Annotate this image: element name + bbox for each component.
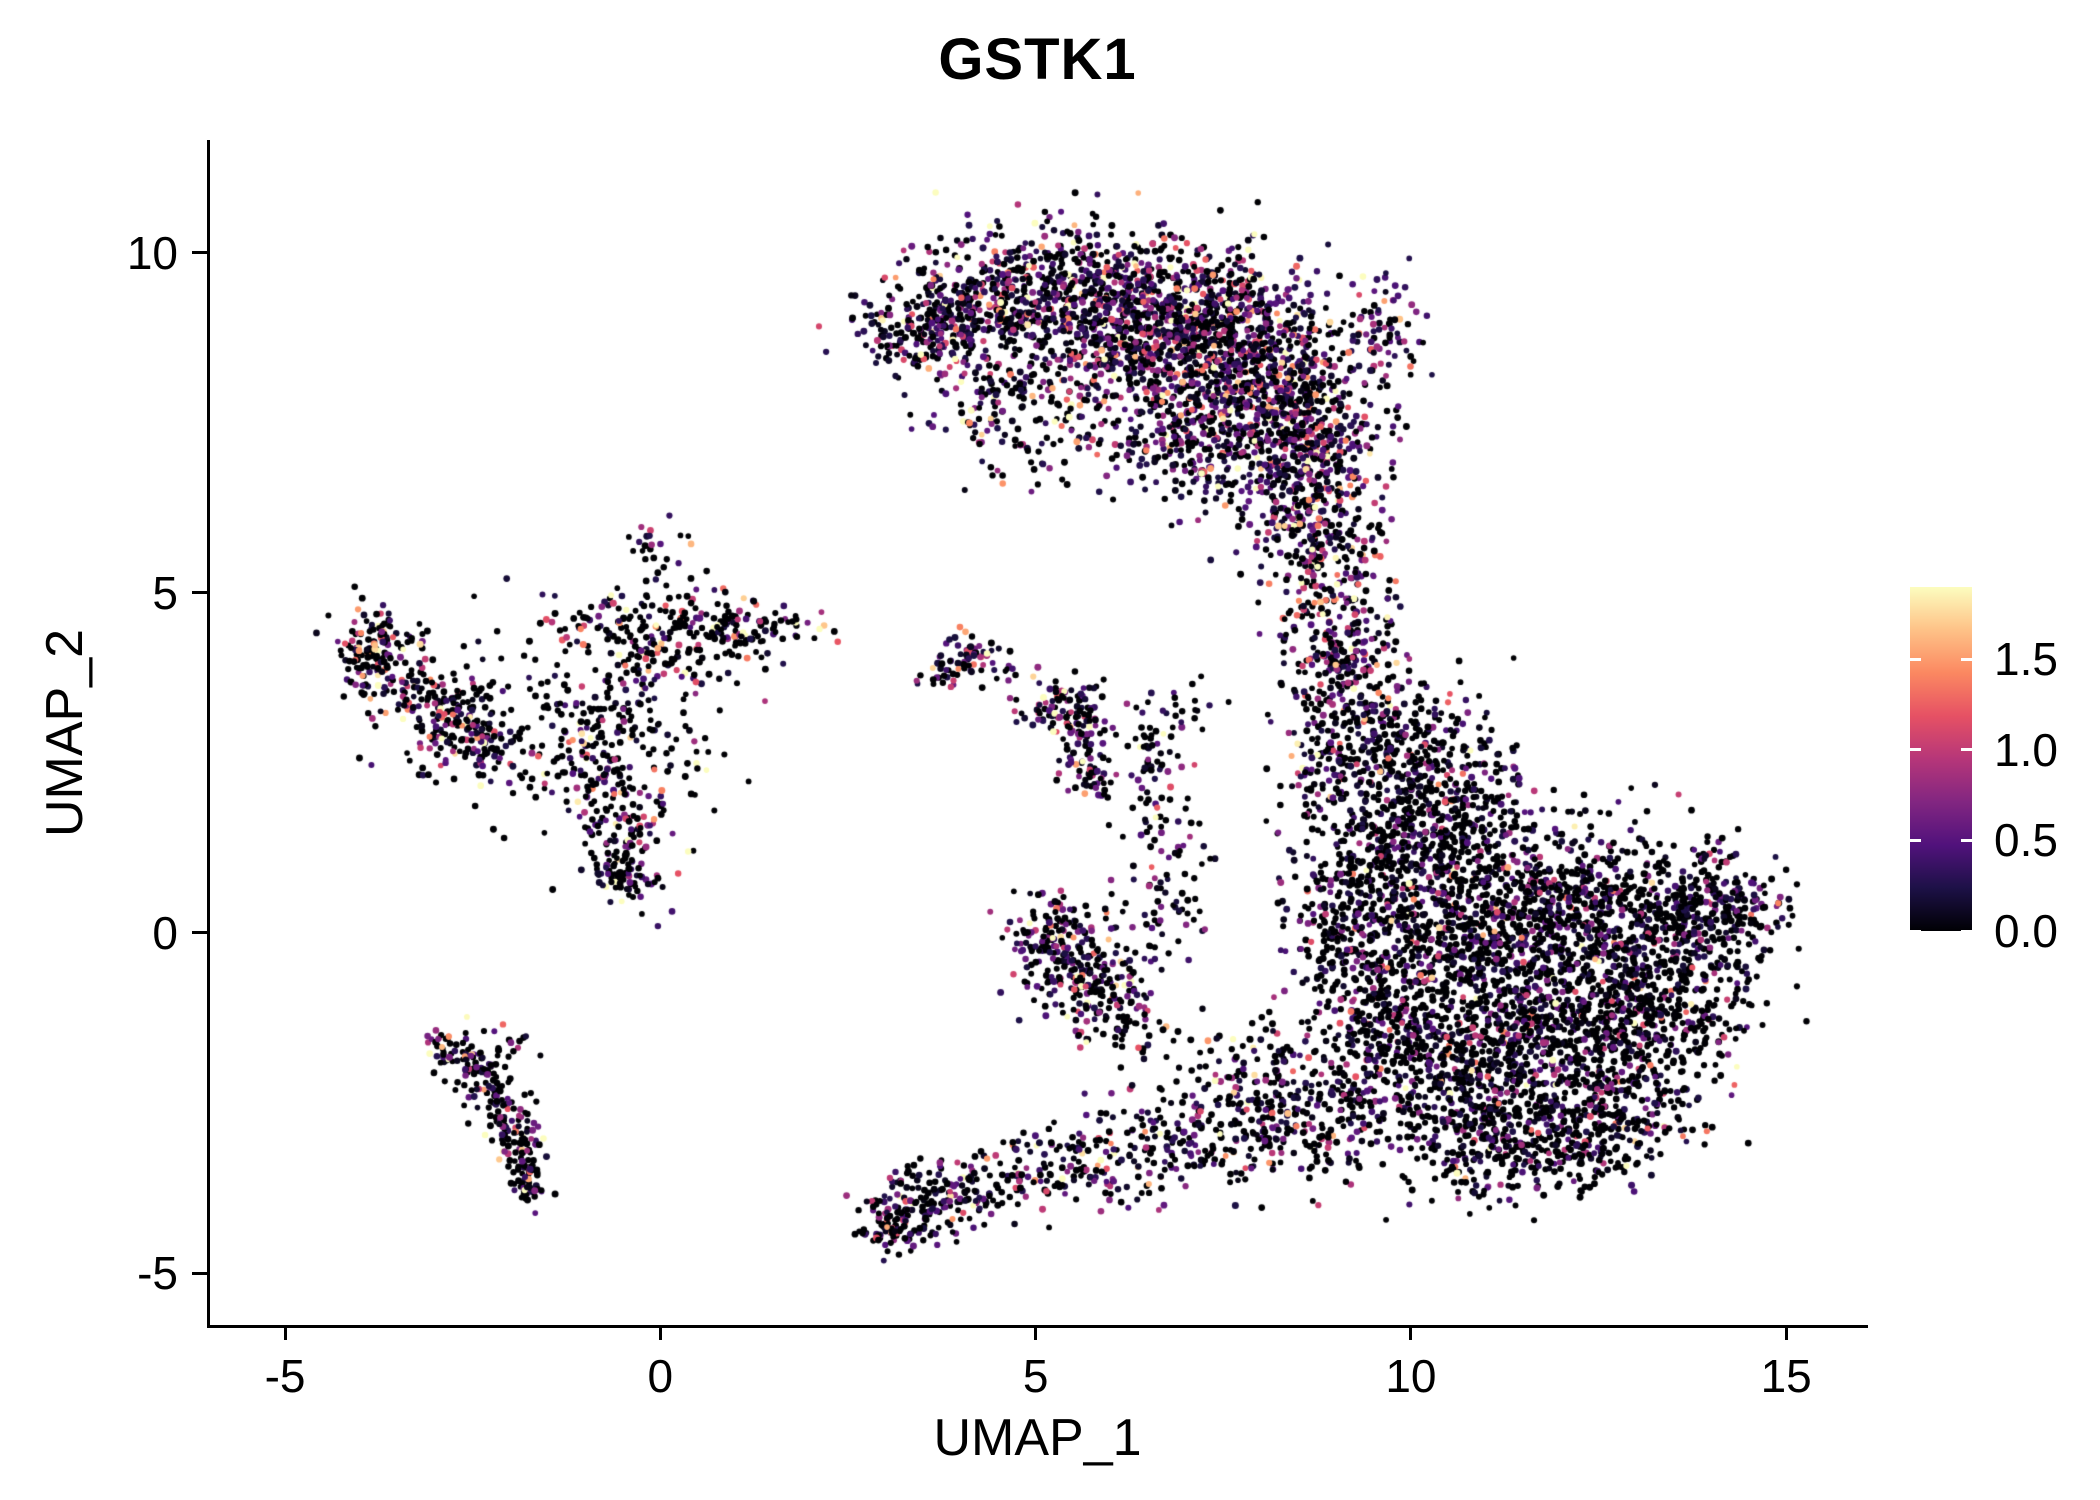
y-tick-mark (192, 1271, 207, 1275)
x-tick-label: 10 (1385, 1350, 1437, 1402)
colorbar-tick-label: 1.0 (1994, 723, 2058, 776)
y-tick-mark (192, 931, 207, 935)
colorbar-tick-mark-right (1961, 838, 1972, 842)
x-tick-label: -5 (264, 1350, 306, 1402)
x-tick-mark (1784, 1325, 1788, 1340)
y-tick-label: 5 (152, 566, 178, 619)
colorbar-gradient (1910, 587, 1972, 931)
x-tick-label: 5 (1022, 1350, 1049, 1402)
y-tick-mark (192, 251, 207, 255)
x-axis-label: UMAP_1 (933, 1409, 1142, 1467)
x-tick-label: 0 (647, 1350, 674, 1402)
y-axis-label-wrap: UMAP_2 (30, 140, 100, 1325)
colorbar-tick-mark-left (1910, 838, 1921, 842)
colorbar-tick-mark-right (1961, 929, 1972, 933)
x-tick-label: 15 (1760, 1350, 1812, 1402)
x-tick-mark (658, 1325, 662, 1340)
y-axis-label: UMAP_2 (36, 628, 95, 837)
y-tick-mark (192, 591, 207, 595)
y-tick-label: 0 (152, 906, 178, 959)
colorbar-tick-mark-left (1910, 929, 1921, 933)
x-tick-mark (283, 1325, 287, 1340)
colorbar-tick-mark-left (1910, 657, 1921, 661)
colorbar-tick-label: 1.5 (1994, 633, 2058, 686)
plot-title: GSTK1 (938, 27, 1137, 92)
y-tick-label: -5 (137, 1247, 178, 1300)
colorbar-tick-mark-right (1961, 657, 1972, 661)
scatter-canvas (213, 140, 1868, 1322)
y-tick-label: 10 (126, 226, 178, 279)
colorbar-tick-mark-left (1910, 748, 1921, 752)
colorbar-tick-label: 0.5 (1994, 814, 2058, 867)
colorbar-tick-mark-right (1961, 748, 1972, 752)
plot-panel (207, 140, 1868, 1328)
colorbar-tick-label: 0.0 (1994, 905, 2058, 957)
x-tick-mark (1409, 1325, 1413, 1340)
x-tick-mark (1034, 1325, 1038, 1340)
